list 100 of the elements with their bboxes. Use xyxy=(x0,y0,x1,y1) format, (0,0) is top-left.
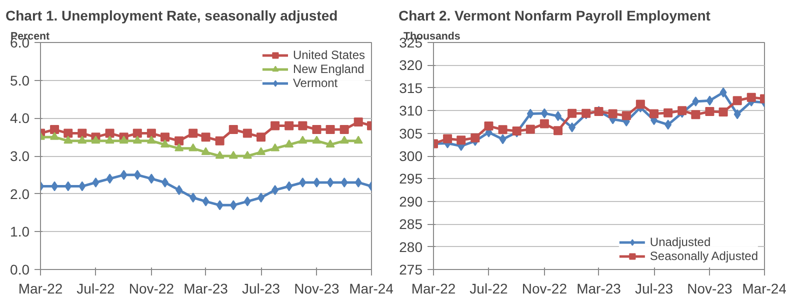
point xyxy=(664,108,673,118)
point xyxy=(456,136,466,145)
point xyxy=(64,128,73,138)
point xyxy=(242,128,252,138)
y-tick-label: 1.0 xyxy=(10,224,30,240)
point xyxy=(201,132,210,142)
point xyxy=(340,136,349,144)
point xyxy=(160,132,170,142)
point xyxy=(215,136,224,146)
x-tick-label: Mar-22 xyxy=(411,280,456,296)
point xyxy=(258,192,265,203)
point xyxy=(354,117,363,126)
legend-label: Unadjusted xyxy=(650,235,711,249)
point xyxy=(92,177,100,188)
point xyxy=(78,136,87,144)
point xyxy=(691,110,700,120)
legend-label: Seasonally Adjusted xyxy=(650,249,758,263)
point xyxy=(146,128,156,138)
point xyxy=(78,181,86,192)
legend-label: United States xyxy=(292,48,365,62)
y-tick-label: 0.0 xyxy=(10,262,30,278)
point xyxy=(499,134,506,144)
point xyxy=(105,136,114,144)
point xyxy=(354,177,362,188)
point xyxy=(313,177,320,188)
point xyxy=(568,108,577,118)
point xyxy=(148,174,155,184)
y-tick-label: 320 xyxy=(399,57,423,74)
point xyxy=(270,121,280,130)
point xyxy=(636,100,645,109)
x-tick-label: Jul-22 xyxy=(76,280,116,296)
point xyxy=(284,121,294,130)
point xyxy=(176,185,183,196)
point xyxy=(256,132,266,142)
y-tick-label: 280 xyxy=(399,238,423,255)
point xyxy=(340,177,348,188)
x-tick-label: Nov-22 xyxy=(128,280,174,296)
point xyxy=(134,170,141,180)
point xyxy=(734,109,741,120)
y-tick-label: 275 xyxy=(399,262,423,278)
point xyxy=(540,119,549,128)
point xyxy=(188,143,198,152)
point xyxy=(91,136,100,144)
point xyxy=(650,109,659,118)
x-tick-label: Jul-22 xyxy=(470,280,508,296)
point xyxy=(608,109,618,118)
point xyxy=(298,136,308,144)
point xyxy=(312,125,322,134)
y-tick-label: 285 xyxy=(399,216,423,232)
x-tick-label: Nov-23 xyxy=(687,280,732,296)
point xyxy=(326,177,334,188)
point xyxy=(718,107,728,116)
point xyxy=(554,126,563,136)
y-tick-label: 4.0 xyxy=(10,110,30,126)
y-tick-label: 290 xyxy=(399,193,423,210)
point xyxy=(120,170,128,180)
point xyxy=(215,150,224,159)
point xyxy=(119,136,128,144)
chart-title: Chart 2. Vermont Nonfarm Payroll Employment xyxy=(398,8,711,24)
y-tick-label: 315 xyxy=(399,80,423,96)
point xyxy=(201,147,210,156)
point xyxy=(270,143,280,152)
point xyxy=(443,134,452,144)
point xyxy=(326,125,335,134)
point xyxy=(105,128,114,138)
point xyxy=(242,150,252,159)
point xyxy=(160,140,170,148)
point xyxy=(230,200,237,210)
point xyxy=(498,125,508,134)
point xyxy=(705,107,714,116)
point xyxy=(216,200,224,210)
chart-title: Chart 1. Unemployment Rate, seasonally adjusted xyxy=(6,8,338,24)
x-tick-label: Mar-22 xyxy=(18,280,63,296)
point xyxy=(540,108,548,118)
x-tick-label: Mar-23 xyxy=(184,280,228,296)
point xyxy=(746,92,756,102)
point xyxy=(64,136,73,144)
point xyxy=(174,136,184,146)
y-tick-label: 3.0 xyxy=(10,148,30,164)
y-tick-label: 295 xyxy=(399,170,423,187)
y-tick-label: 5.0 xyxy=(10,72,30,88)
point xyxy=(526,124,535,134)
x-tick-label: Mar-23 xyxy=(576,280,622,296)
point xyxy=(664,120,672,130)
point xyxy=(526,108,534,119)
y-tick-label: 300 xyxy=(399,148,423,164)
x-tick-label: Jul-23 xyxy=(634,280,674,296)
point xyxy=(256,147,266,156)
x-tick-label: Nov-23 xyxy=(294,280,340,296)
point xyxy=(732,96,742,106)
point xyxy=(326,140,335,148)
legend-label: Vermont xyxy=(292,76,338,90)
x-tick-label: Mar-24 xyxy=(349,280,394,296)
point xyxy=(78,128,87,138)
point xyxy=(299,177,306,188)
point xyxy=(174,143,184,152)
point xyxy=(678,106,687,116)
point xyxy=(272,185,279,196)
point xyxy=(720,87,727,98)
point xyxy=(484,122,494,131)
